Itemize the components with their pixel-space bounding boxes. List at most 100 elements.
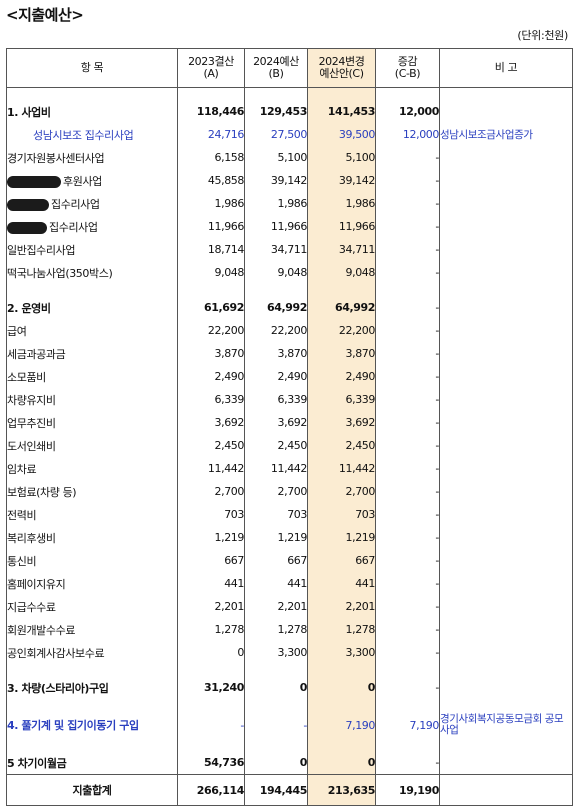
row-a: 2,700 xyxy=(177,480,245,503)
row-note xyxy=(439,480,573,503)
row-item: 2. 운영비 xyxy=(6,296,178,319)
row-item: 소모품비 xyxy=(6,365,178,388)
row-c: 2,490 xyxy=(307,365,376,388)
row-note xyxy=(439,365,573,388)
table-row: 차량유지비 6,339 6,339 6,339- xyxy=(6,388,573,411)
row-b: 5,100 xyxy=(244,146,308,169)
total-cb: 19,190 xyxy=(375,774,440,806)
row-c: 441 xyxy=(307,572,376,595)
page-title: <지출예산> xyxy=(6,6,84,24)
row-c: 11,442 xyxy=(307,457,376,480)
table-row: 임차료 11,442 11,442 11,442- xyxy=(6,457,573,480)
header-2023-settlement: 2023결산 (A) xyxy=(177,48,245,88)
row-a: 9,048 xyxy=(177,261,245,284)
table-row: 세금과공과금 3,870 3,870 3,870- xyxy=(6,342,573,365)
row-note: 성남시보조금사업증가 xyxy=(439,123,573,146)
row-c: 703 xyxy=(307,503,376,526)
row-b: 6,339 xyxy=(244,388,308,411)
row-cb: - xyxy=(375,434,440,457)
row-c: 0 xyxy=(307,676,376,699)
row-a: 61,692 xyxy=(177,296,245,319)
row-c: 64,992 xyxy=(307,296,376,319)
row-c: 3,870 xyxy=(307,342,376,365)
row-cb: - xyxy=(375,169,440,192)
table-row: 소모품비 2,490 2,490 2,490- xyxy=(6,365,573,388)
row-item: 공인회계사감사보수료 xyxy=(6,641,178,664)
row-cb: - xyxy=(375,192,440,215)
table-row: 급여 22,200 22,200 22,200- xyxy=(6,319,573,342)
row-cb: - xyxy=(375,365,440,388)
row-c: 141,453 xyxy=(307,100,376,123)
row-a: 6,158 xyxy=(177,146,245,169)
table-row: 1. 사업비 118,446 129,453 141,453 12,000 xyxy=(6,100,573,123)
row-b: 3,300 xyxy=(244,641,308,664)
row-c: 6,339 xyxy=(307,388,376,411)
row-item: 4. 풀기계 및 집기이동기 구입 xyxy=(6,711,178,739)
row-cb: - xyxy=(375,319,440,342)
row-c: 667 xyxy=(307,549,376,572)
row-cb: - xyxy=(375,238,440,261)
row-cb: - xyxy=(375,388,440,411)
redaction-mark xyxy=(7,198,49,211)
row-a: 11,966 xyxy=(177,215,245,238)
row-cb: 12,000 xyxy=(375,100,440,123)
row-cb: - xyxy=(375,457,440,480)
table-row: 전력비 703 703 703- xyxy=(6,503,573,526)
row-cb: - xyxy=(375,549,440,572)
row-item: 일반집수리사업 xyxy=(6,238,178,261)
table-row: 도서인쇄비 2,450 2,450 2,450- xyxy=(6,434,573,457)
row-b: 1,986 xyxy=(244,192,308,215)
row-cb: - xyxy=(375,618,440,641)
row-c: 3,300 xyxy=(307,641,376,664)
row-b: 2,490 xyxy=(244,365,308,388)
row-note xyxy=(439,457,573,480)
row-a: 45,858 xyxy=(177,169,245,192)
row-item: 떡국나눔사업(350박스) xyxy=(6,261,178,284)
row-c: 3,692 xyxy=(307,411,376,434)
row-a: 703 xyxy=(177,503,245,526)
row-item: 경기자원봉사센터사업 xyxy=(6,146,178,169)
row-note xyxy=(439,192,573,215)
row-a: 18,714 xyxy=(177,238,245,261)
row-a: 54,736 xyxy=(177,751,245,775)
row-a: 6,339 xyxy=(177,388,245,411)
header-item: 항 목 xyxy=(6,48,178,88)
row-a: 2,450 xyxy=(177,434,245,457)
row-item-redacted: 후원사업 xyxy=(6,169,178,192)
row-note xyxy=(439,595,573,618)
table-row: 일반집수리사업 18,714 34,711 34,711 - xyxy=(6,238,573,261)
row-note xyxy=(439,238,573,261)
row-a: 24,716 xyxy=(177,123,245,146)
row-a: 11,442 xyxy=(177,457,245,480)
row-b: 667 xyxy=(244,549,308,572)
table-row: 복리후생비 1,219 1,219 1,219- xyxy=(6,526,573,549)
row-cb: - xyxy=(375,526,440,549)
row-a: 1,278 xyxy=(177,618,245,641)
row-note xyxy=(439,618,573,641)
table-row: 업무추진비 3,692 3,692 3,692- xyxy=(6,411,573,434)
row-c: 11,966 xyxy=(307,215,376,238)
row-note xyxy=(439,676,573,699)
row-item: 3. 차량(스타리아)구입 xyxy=(6,676,178,699)
row-note xyxy=(439,572,573,595)
redaction-mark xyxy=(7,175,61,188)
row-note xyxy=(439,100,573,123)
row-c: 0 xyxy=(307,751,376,775)
row-b: 1,219 xyxy=(244,526,308,549)
row-cb: - xyxy=(375,261,440,284)
row-note xyxy=(439,261,573,284)
row-a: 441 xyxy=(177,572,245,595)
row-b: 34,711 xyxy=(244,238,308,261)
row-c: 2,700 xyxy=(307,480,376,503)
row-b: 2,700 xyxy=(244,480,308,503)
table-row: 집수리사업 11,966 11,966 11,966 - xyxy=(6,215,573,238)
row-c: 39,142 xyxy=(307,169,376,192)
row-c: 9,048 xyxy=(307,261,376,284)
row-item: 회원개발수수료 xyxy=(6,618,178,641)
row-a: 0 xyxy=(177,641,245,664)
row-c: 34,711 xyxy=(307,238,376,261)
row-cb: - xyxy=(375,595,440,618)
row-note xyxy=(439,296,573,319)
row-c: 39,500 xyxy=(307,123,376,146)
row-c: 2,450 xyxy=(307,434,376,457)
